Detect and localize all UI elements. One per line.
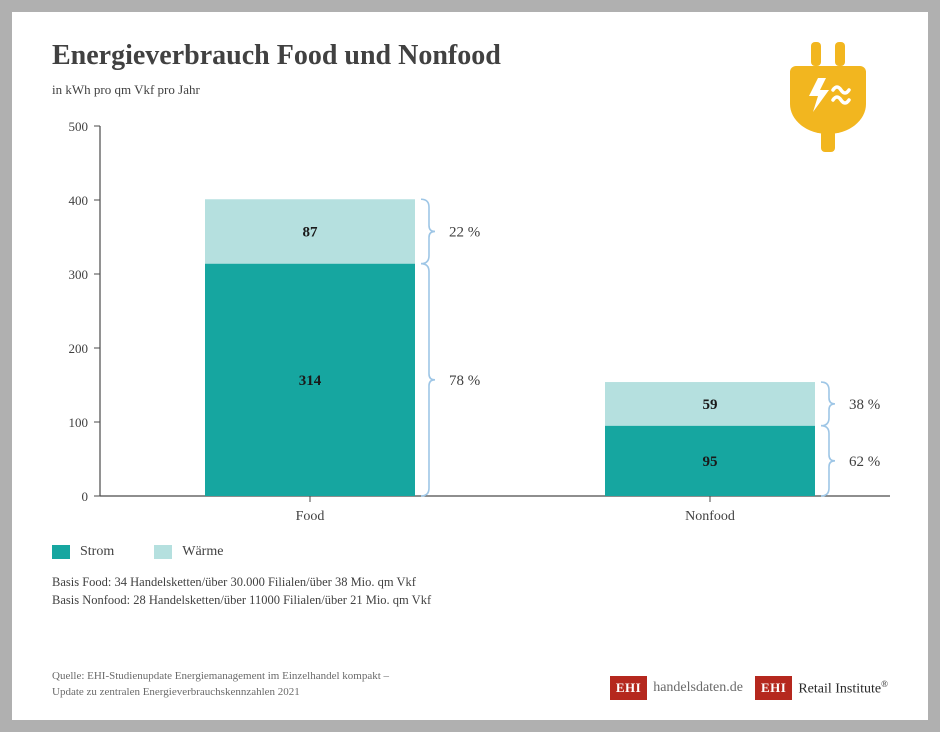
source-text: Quelle: EHI-Studienupdate Energiemanagem… [52, 669, 389, 700]
bracket [821, 382, 835, 426]
category-label: Food [296, 509, 325, 524]
footer: Quelle: EHI-Studienupdate Energiemanagem… [52, 669, 888, 700]
pct-label: 22 % [449, 224, 480, 240]
logo-handelsdaten: EHI handelsdaten.de [610, 676, 743, 700]
category-label: Nonfood [685, 509, 735, 524]
basis-text: Basis Food: 34 Handelsketten/über 30.000… [52, 574, 888, 609]
ehi-badge: EHI [755, 676, 792, 700]
chart-area: 01002003004005003148778 %22 %Food955962 … [52, 126, 888, 536]
ehi-badge: EHI [610, 676, 647, 700]
bar-value-label: 59 [703, 397, 718, 413]
page-subtitle: in kWh pro qm Vkf pro Jahr [52, 82, 888, 98]
basis-line: Basis Food: 34 Handelsketten/über 30.000… [52, 574, 888, 592]
svg-text:300: 300 [69, 267, 89, 282]
legend-label: Strom [80, 544, 114, 560]
basis-line: Basis Nonfood: 28 Handelsketten/über 110… [52, 592, 888, 610]
pct-label: 38 % [849, 397, 880, 413]
legend-item-waerme: Wärme [154, 544, 223, 560]
svg-text:0: 0 [82, 489, 89, 504]
logos: EHI handelsdaten.de EHI Retail Institute… [610, 676, 888, 700]
bracket [821, 426, 835, 496]
logo-retail-institute: EHI Retail Institute® [755, 676, 888, 700]
legend: Strom Wärme [52, 544, 888, 560]
pct-label: 62 % [849, 454, 880, 470]
source-line: Update zu zentralen Energieverbrauchsken… [52, 685, 389, 700]
bracket [421, 264, 435, 496]
source-line: Quelle: EHI-Studienupdate Energiemanagem… [52, 669, 389, 684]
stacked-bar-chart: 01002003004005003148778 %22 %Food955962 … [52, 126, 902, 536]
page-title: Energieverbrauch Food und Nonfood [52, 40, 888, 72]
svg-text:100: 100 [69, 415, 89, 430]
swatch-strom [52, 545, 70, 559]
bracket [421, 199, 435, 263]
logo-text: handelsdaten.de [653, 680, 743, 696]
logo-text: Retail Institute® [798, 679, 888, 698]
legend-label: Wärme [182, 544, 223, 560]
swatch-waerme [154, 545, 172, 559]
pct-label: 78 % [449, 373, 480, 389]
svg-text:200: 200 [69, 341, 89, 356]
bar-value-label: 314 [299, 373, 322, 389]
chart-card: Energieverbrauch Food und Nonfood in kWh… [12, 12, 928, 720]
bar-value-label: 87 [303, 224, 319, 240]
legend-item-strom: Strom [52, 544, 114, 560]
svg-text:400: 400 [69, 193, 89, 208]
bar-value-label: 95 [703, 454, 718, 470]
svg-text:500: 500 [69, 119, 89, 134]
